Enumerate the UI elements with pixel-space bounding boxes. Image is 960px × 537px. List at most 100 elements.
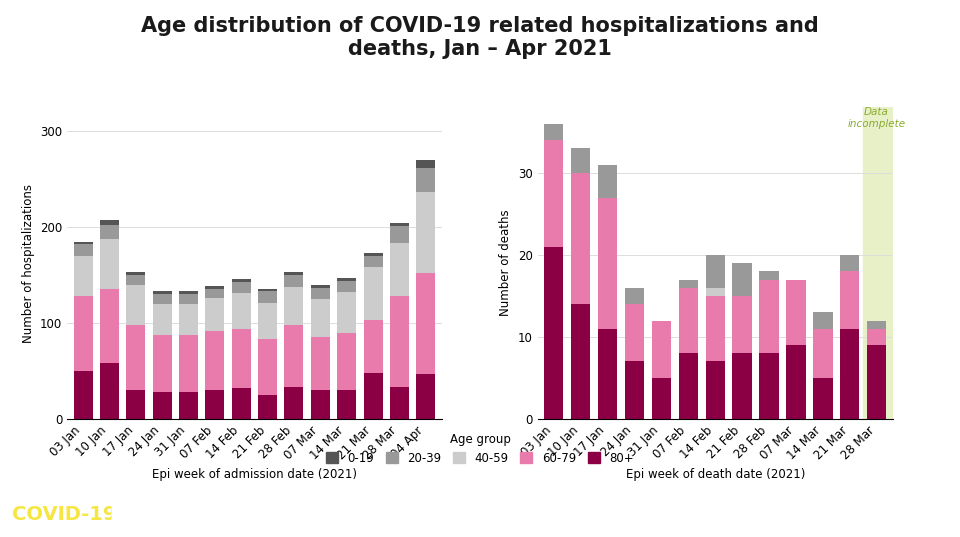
Bar: [205, 298, 225, 331]
Bar: [127, 325, 145, 390]
Bar: [786, 280, 805, 345]
Bar: [364, 253, 382, 256]
Bar: [390, 387, 409, 419]
Bar: [153, 292, 172, 294]
Bar: [205, 288, 225, 298]
Bar: [706, 296, 725, 361]
Bar: [284, 275, 303, 287]
Bar: [284, 287, 303, 325]
Bar: [598, 198, 617, 329]
Bar: [258, 292, 277, 303]
Bar: [625, 361, 644, 419]
Bar: [153, 304, 172, 335]
Bar: [652, 378, 671, 419]
Bar: [759, 271, 779, 280]
Bar: [867, 345, 886, 419]
Bar: [732, 263, 752, 296]
Bar: [417, 192, 435, 273]
Bar: [179, 292, 198, 294]
Bar: [364, 320, 382, 373]
Bar: [544, 246, 564, 419]
Bar: [571, 304, 590, 419]
Bar: [732, 296, 752, 353]
Bar: [100, 221, 119, 226]
Bar: [732, 353, 752, 419]
Bar: [284, 387, 303, 419]
Bar: [100, 238, 119, 288]
Bar: [867, 329, 886, 345]
Bar: [390, 296, 409, 387]
Bar: [544, 124, 564, 140]
Bar: [205, 286, 225, 288]
Bar: [100, 288, 119, 363]
Bar: [867, 321, 886, 329]
Bar: [337, 278, 356, 281]
Bar: [311, 288, 330, 299]
Text: COVID-19: COVID-19: [12, 505, 116, 524]
Y-axis label: Number of hospitalizations: Number of hospitalizations: [21, 184, 35, 343]
Bar: [258, 303, 277, 339]
X-axis label: Epi week of death date (2021): Epi week of death date (2021): [626, 468, 804, 481]
Bar: [337, 292, 356, 332]
Bar: [813, 329, 832, 378]
Bar: [571, 148, 590, 173]
Text: Data
incomplete: Data incomplete: [848, 107, 905, 129]
Bar: [390, 243, 409, 296]
Bar: [311, 337, 330, 390]
Bar: [390, 226, 409, 243]
Bar: [311, 390, 330, 419]
Bar: [337, 332, 356, 390]
Bar: [863, 107, 893, 419]
Bar: [284, 272, 303, 275]
Bar: [153, 294, 172, 304]
Legend: 0-19, 20-39, 40-59, 60-79, 80+: 0-19, 20-39, 40-59, 60-79, 80+: [322, 428, 638, 469]
Bar: [706, 255, 725, 288]
Bar: [127, 275, 145, 285]
Bar: [786, 345, 805, 419]
Bar: [231, 282, 251, 293]
Bar: [679, 288, 698, 353]
Text: 14: 14: [929, 507, 948, 521]
Bar: [179, 392, 198, 419]
Bar: [311, 285, 330, 288]
Bar: [625, 304, 644, 361]
Bar: [840, 271, 859, 329]
Bar: [652, 321, 671, 378]
Bar: [544, 140, 564, 246]
Bar: [364, 267, 382, 320]
Bar: [100, 226, 119, 238]
Bar: [679, 280, 698, 288]
Bar: [706, 288, 725, 296]
Bar: [231, 279, 251, 282]
Bar: [127, 285, 145, 325]
Bar: [706, 361, 725, 419]
Bar: [759, 353, 779, 419]
X-axis label: Epi week of admission date (2021): Epi week of admission date (2021): [152, 468, 357, 481]
Bar: [153, 392, 172, 419]
Bar: [100, 363, 119, 419]
Y-axis label: Number of deaths: Number of deaths: [499, 210, 513, 316]
Bar: [153, 335, 172, 392]
Bar: [390, 223, 409, 226]
Bar: [231, 293, 251, 329]
Bar: [679, 353, 698, 419]
Bar: [337, 390, 356, 419]
Bar: [813, 378, 832, 419]
Bar: [417, 168, 435, 192]
Bar: [598, 329, 617, 419]
Bar: [759, 280, 779, 353]
Text: IN BC: IN BC: [103, 505, 169, 524]
Bar: [127, 390, 145, 419]
Bar: [74, 296, 92, 371]
Bar: [231, 329, 251, 388]
Bar: [813, 313, 832, 329]
Bar: [258, 288, 277, 292]
Bar: [598, 165, 617, 198]
Bar: [74, 244, 92, 256]
Text: Age distribution of COVID-19 related hospitalizations and
deaths, Jan – Apr 2021: Age distribution of COVID-19 related hos…: [141, 16, 819, 59]
Bar: [625, 288, 644, 304]
Bar: [571, 173, 590, 304]
Bar: [258, 339, 277, 395]
Bar: [337, 281, 356, 292]
Bar: [417, 160, 435, 168]
